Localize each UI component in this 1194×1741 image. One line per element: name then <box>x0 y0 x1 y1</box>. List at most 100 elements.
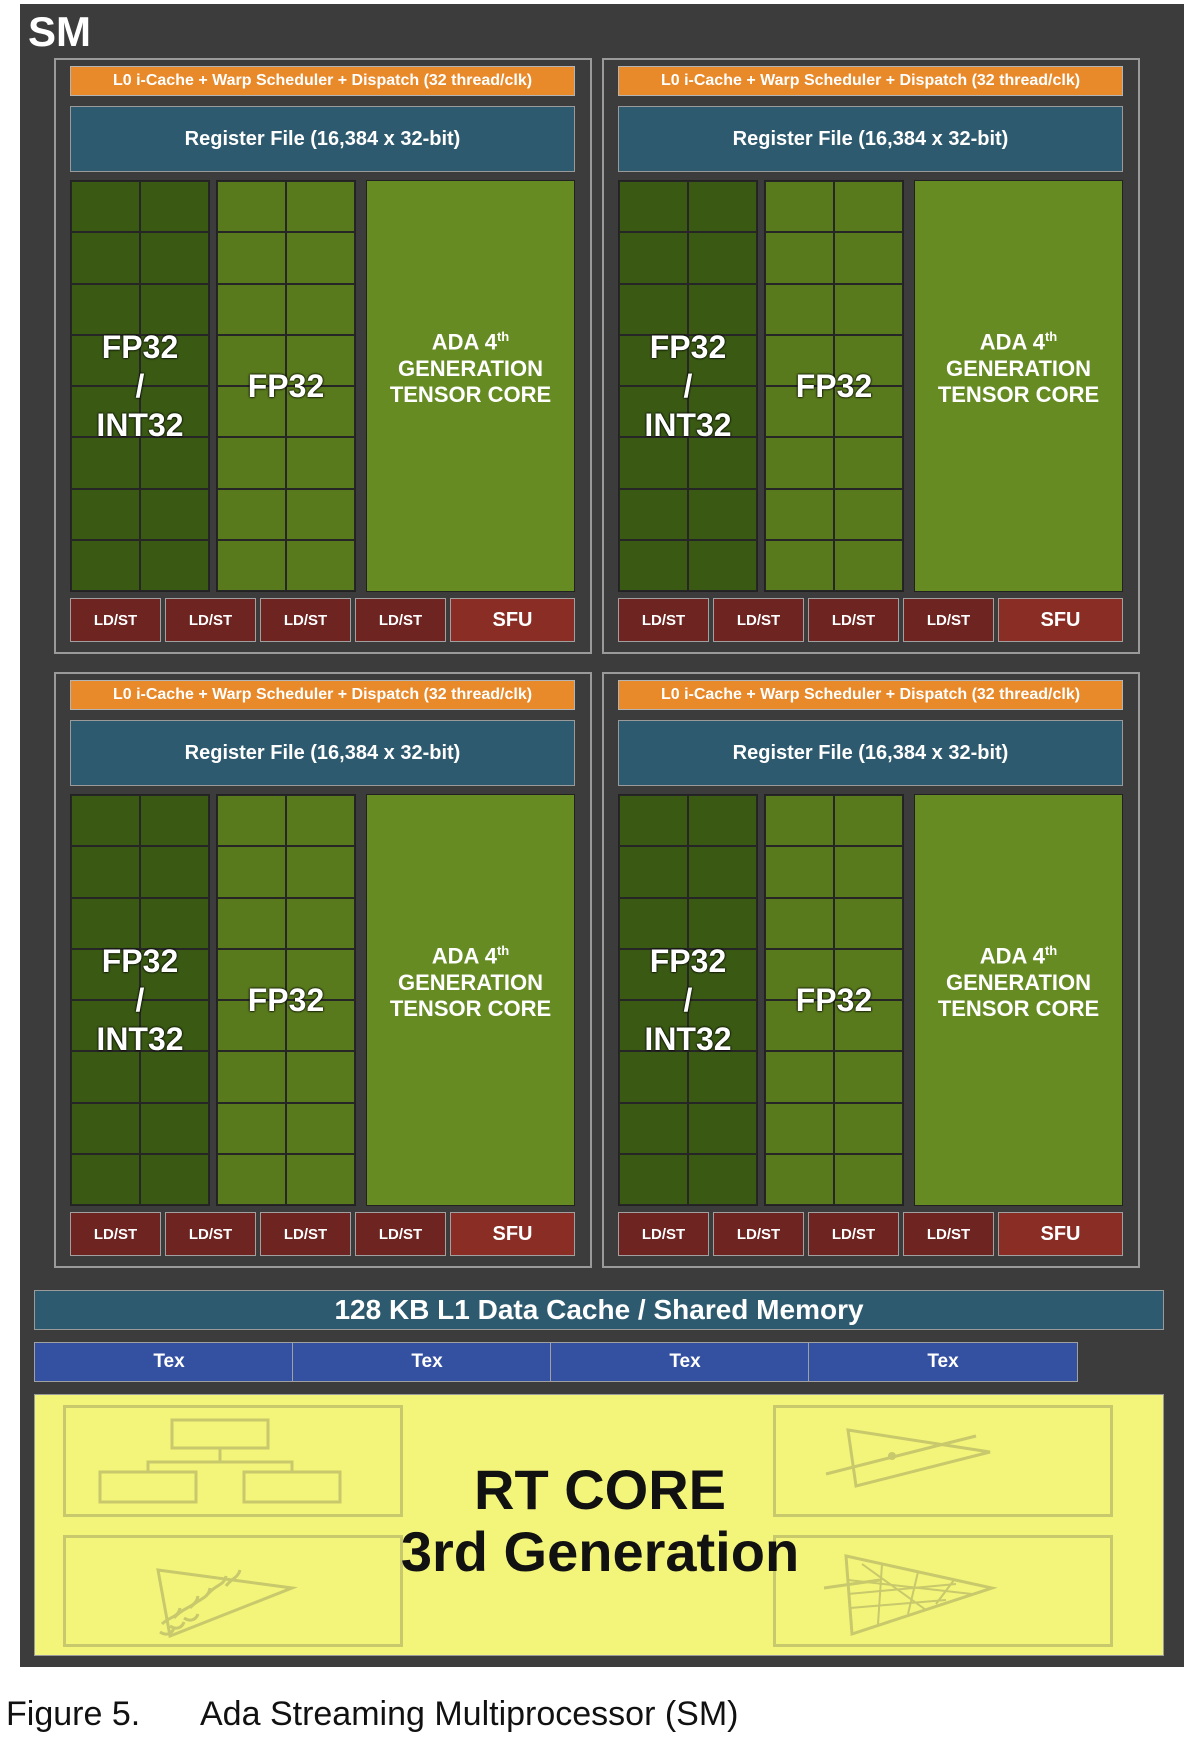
sm-block: SM L0 i-Cache + Warp Scheduler + Dispatc… <box>20 4 1184 1667</box>
tensor-core-line1-text: ADA 4 <box>431 329 497 355</box>
tensor-core-superscript: th <box>1044 943 1058 959</box>
core-cell <box>765 437 834 489</box>
core-cell <box>834 1051 903 1103</box>
register-file: Register File (16,384 x 32-bit) <box>618 106 1123 172</box>
core-cell <box>688 897 757 949</box>
core-cell <box>71 181 140 233</box>
core-cell <box>217 846 286 898</box>
register-file: Register File (16,384 x 32-bit) <box>618 720 1123 786</box>
ldst-unit: LD/ST <box>808 598 899 642</box>
tensor-core-superscript: th <box>496 943 510 959</box>
ldst-unit: LD/ST <box>70 598 161 642</box>
core-cell <box>619 1102 688 1154</box>
warp-scheduler-bar: L0 i-Cache + Warp Scheduler + Dispatch (… <box>618 680 1123 710</box>
processing-block: L0 i-Cache + Warp Scheduler + Dispatch (… <box>602 58 1140 654</box>
register-file: Register File (16,384 x 32-bit) <box>70 720 575 786</box>
fp32-int32-line2: / <box>135 367 145 404</box>
ldst-unit: LD/ST <box>260 598 351 642</box>
tensor-core-line3: TENSOR CORE <box>389 995 552 1021</box>
core-cell <box>140 232 209 284</box>
ldst-unit: LD/ST <box>808 1212 899 1256</box>
fp32-int32-line2: / <box>135 981 145 1018</box>
fp32-int32-core-grid: FP32/INT32 <box>618 180 758 592</box>
core-cell <box>140 488 209 540</box>
core-cell <box>619 1000 688 1052</box>
fp32-int32-label: FP32/INT32 <box>71 181 209 591</box>
core-cell <box>286 846 355 898</box>
core-cell <box>71 437 140 489</box>
tensor-core-line2: GENERATION <box>945 969 1092 995</box>
sfu-unit: SFU <box>450 598 575 642</box>
core-cell <box>834 1000 903 1052</box>
core-cell <box>217 1153 286 1205</box>
core-cell <box>286 386 355 438</box>
core-cell <box>71 386 140 438</box>
core-area: FP32/INT32 FP32 ADA 4th GENERATION TENSOR CO… <box>70 180 575 592</box>
fp32-label-text: FP32 <box>247 981 325 1018</box>
tensor-core-line2: GENERATION <box>945 355 1092 381</box>
core-cell <box>834 283 903 335</box>
sfu-unit: SFU <box>998 598 1123 642</box>
core-cell <box>688 539 757 591</box>
fp32-int32-label: FP32/INT32 <box>71 795 209 1205</box>
core-cell <box>765 1051 834 1103</box>
processing-block: L0 i-Cache + Warp Scheduler + Dispatch (… <box>54 672 592 1268</box>
tensor-core-line1-text: ADA 4 <box>979 943 1045 969</box>
fp32-int32-line3: INT32 <box>644 406 732 443</box>
core-area: FP32/INT32 FP32 ADA 4th GENERATION TENSOR CO… <box>618 794 1123 1206</box>
core-cell <box>834 539 903 591</box>
tensor-core-line1: ADA 4th <box>432 324 509 355</box>
core-cell <box>71 539 140 591</box>
core-cell <box>140 283 209 335</box>
core-cell <box>619 948 688 1000</box>
ldst-sfu-row: LD/ST LD/ST LD/ST LD/ST SFU <box>618 598 1123 642</box>
ldst-unit: LD/ST <box>70 1212 161 1256</box>
warp-scheduler-bar: L0 i-Cache + Warp Scheduler + Dispatch (… <box>618 66 1123 96</box>
core-cell <box>688 1153 757 1205</box>
core-area: FP32/INT32 FP32 ADA 4th GENERATION TENSOR CO… <box>618 180 1123 592</box>
micro-mesh-triangle-icon <box>773 1535 1113 1647</box>
fp32-int32-line3: INT32 <box>644 1020 732 1057</box>
fp32-core-grid: FP32 <box>764 794 904 1206</box>
core-cell <box>834 386 903 438</box>
core-cell <box>834 181 903 233</box>
ldst-unit: LD/ST <box>903 598 994 642</box>
fp32-label: FP32 <box>765 181 903 591</box>
fp32-core-grid: FP32 <box>216 794 356 1206</box>
core-cell <box>834 1153 903 1205</box>
core-cell <box>286 488 355 540</box>
core-cell <box>217 1051 286 1103</box>
core-cell <box>217 386 286 438</box>
fp32-int32-core-grid: FP32/INT32 <box>618 794 758 1206</box>
core-cell <box>217 283 286 335</box>
core-cell <box>619 283 688 335</box>
rt-core-title: RT CORE <box>474 1458 726 1521</box>
core-cell <box>619 539 688 591</box>
core-cell <box>140 1153 209 1205</box>
figure-caption-text: Ada Streaming Multiprocessor (SM) <box>200 1694 739 1733</box>
core-cell <box>71 334 140 386</box>
core-cell <box>217 232 286 284</box>
core-cell <box>619 386 688 438</box>
fp32-int32-core-grid: FP32/INT32 <box>70 794 210 1206</box>
core-cell <box>140 1051 209 1103</box>
core-cell <box>140 795 209 847</box>
core-cell <box>619 1153 688 1205</box>
core-area: FP32/INT32 FP32 ADA 4th GENERATION TENSOR CO… <box>70 794 575 1206</box>
ldst-unit: LD/ST <box>355 598 446 642</box>
core-cell <box>834 334 903 386</box>
core-cell <box>71 846 140 898</box>
core-cell <box>765 539 834 591</box>
core-cell <box>834 1102 903 1154</box>
core-cell <box>765 795 834 847</box>
core-cell <box>71 488 140 540</box>
core-cell <box>140 948 209 1000</box>
core-cell <box>688 232 757 284</box>
core-cell <box>286 232 355 284</box>
rt-core-subtitle: 3rd Generation <box>400 1520 800 1583</box>
core-cell <box>619 795 688 847</box>
fp32-int32-line1: FP32 <box>649 942 727 979</box>
ldst-unit: LD/ST <box>355 1212 446 1256</box>
ldst-unit: LD/ST <box>903 1212 994 1256</box>
core-cell <box>834 437 903 489</box>
